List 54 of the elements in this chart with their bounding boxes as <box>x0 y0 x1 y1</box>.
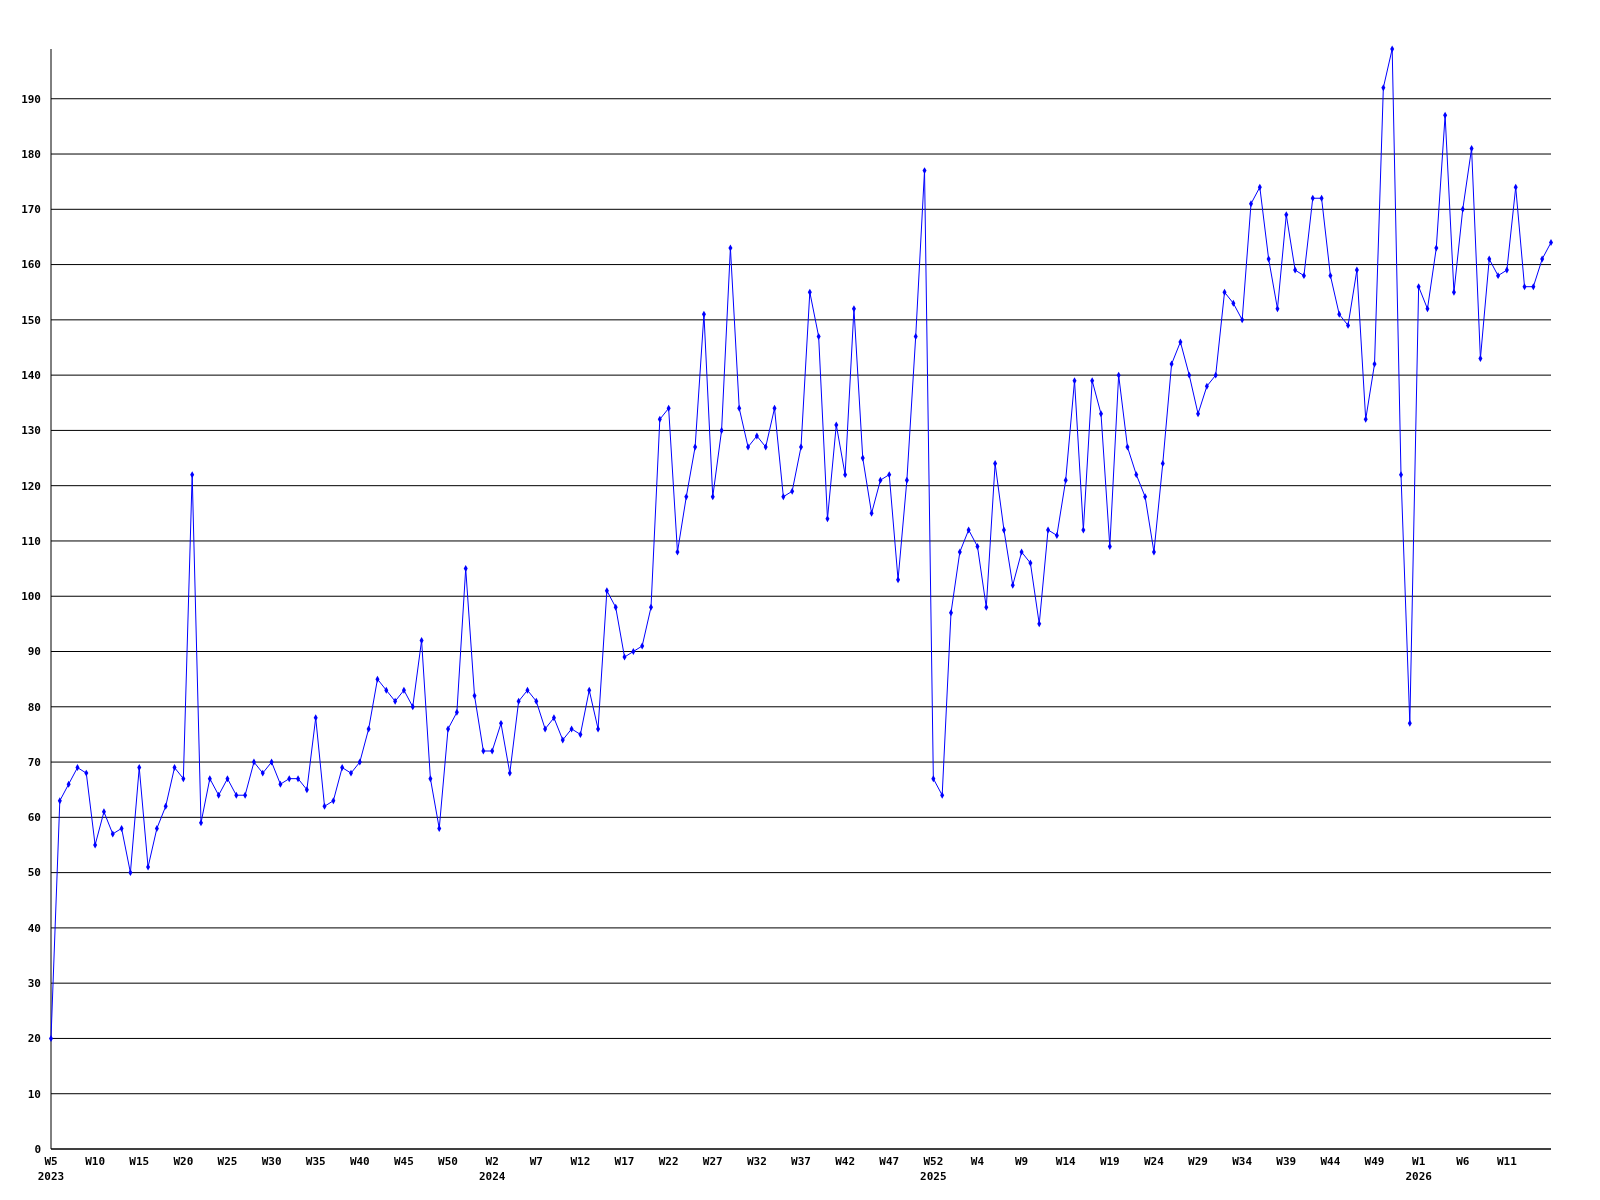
y-tick-label: 90 <box>27 645 41 659</box>
x-tick-label: W2 2024 <box>478 1155 506 1183</box>
x-tick-label: W50 <box>438 1155 458 1168</box>
x-tick-label: W17 <box>614 1155 635 1168</box>
x-tick-label: W12 <box>570 1155 591 1168</box>
y-tick-label: 170 <box>21 203 41 217</box>
x-tick-label: W40 <box>349 1155 370 1168</box>
x-tick-label: W39 <box>1276 1155 1297 1168</box>
x-tick-label: W44 <box>1320 1155 1341 1168</box>
y-tick-label: 100 <box>21 590 41 604</box>
x-tick-label: W22 <box>658 1155 679 1168</box>
x-tick-label: W29 <box>1188 1155 1208 1168</box>
y-tick-label: 150 <box>21 313 41 327</box>
y-tick-label: 180 <box>21 147 41 161</box>
y-tick-label: 80 <box>27 700 41 714</box>
y-tick-label: 140 <box>21 368 41 382</box>
x-tick-label: W24 <box>1144 1155 1165 1168</box>
x-tick-label: W1 2026 <box>1405 1155 1433 1183</box>
x-tick-label: W52 2025 <box>920 1155 947 1183</box>
y-tick-label: 0 <box>34 1142 41 1156</box>
x-tick-label: W42 <box>835 1155 856 1168</box>
x-tick-label: W30 <box>261 1155 282 1168</box>
x-tick-label: W45 <box>394 1155 414 1168</box>
x-tick-label: W47 <box>879 1155 900 1168</box>
x-tick-label: W20 <box>173 1155 194 1168</box>
y-tick-label: 160 <box>21 258 41 272</box>
x-tick-label: W10 <box>85 1155 106 1168</box>
x-tick-label: W5 2023 <box>37 1155 65 1183</box>
x-tick-label: W15 <box>129 1155 150 1168</box>
y-tick-label: 110 <box>21 534 41 548</box>
y-tick-label: 20 <box>27 1032 41 1046</box>
x-tick-label: W34 <box>1232 1155 1253 1168</box>
x-tick-label: W25 <box>217 1155 238 1168</box>
y-tick-label: 190 <box>21 92 41 106</box>
y-tick-label: 10 <box>27 1087 41 1101</box>
x-tick-label: W27 <box>702 1155 723 1168</box>
x-tick-label: W35 <box>305 1155 326 1168</box>
x-tick-label: W19 <box>1099 1155 1120 1168</box>
x-tick-label: W6 <box>1456 1155 1470 1168</box>
y-tick-label: 30 <box>27 977 41 991</box>
y-tick-label: 50 <box>27 866 41 880</box>
x-tick-label: W37 <box>791 1155 811 1168</box>
x-tick-label: W11 <box>1496 1155 1518 1168</box>
x-tick-label: W32 <box>746 1155 767 1168</box>
x-tick-label: W9 <box>1014 1155 1029 1168</box>
x-tick-label: W14 <box>1055 1155 1077 1168</box>
y-tick-label: 130 <box>21 424 41 438</box>
y-tick-label: 60 <box>27 811 41 825</box>
x-tick-label: W4 <box>970 1155 985 1168</box>
y-tick-label: 40 <box>27 921 41 935</box>
y-tick-label: 120 <box>21 479 41 493</box>
x-tick-label: W49 <box>1364 1155 1385 1168</box>
y-tick-label: 70 <box>27 755 41 769</box>
x-tick-label: W7 <box>529 1155 543 1168</box>
